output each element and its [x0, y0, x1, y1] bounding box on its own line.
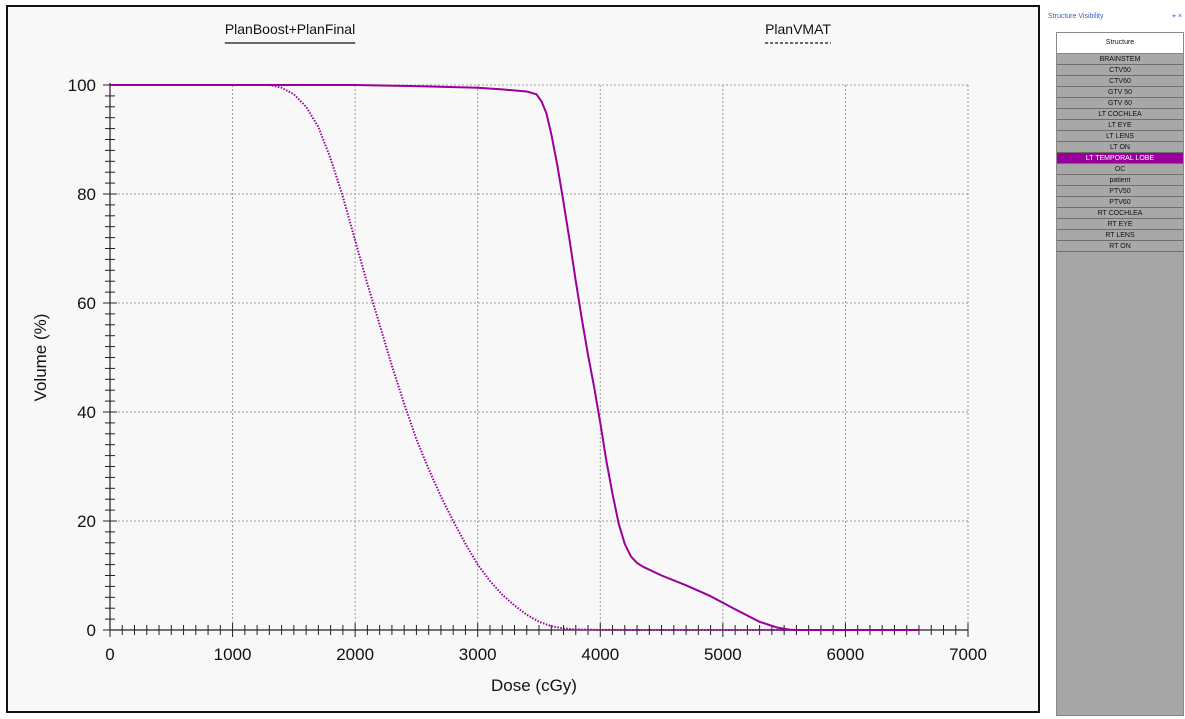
- panel-title: Structure Visibility: [1048, 13, 1104, 20]
- y-tick-label: 0: [87, 621, 96, 640]
- y-tick-label: 60: [77, 294, 96, 313]
- structure-row-ptv60[interactable]: PTV60: [1057, 197, 1183, 208]
- x-axis-label: Dose (cGy): [491, 676, 577, 695]
- x-tick-label: 3000: [459, 645, 497, 664]
- legend-label-2: PlanVMAT: [765, 21, 831, 37]
- x-tick-label: 0: [105, 645, 114, 664]
- structure-row-lt-cochlea[interactable]: LT COCHLEA: [1057, 109, 1183, 120]
- x-tick-label: 4000: [581, 645, 619, 664]
- structure-row-ctv60[interactable]: CTV60: [1057, 76, 1183, 87]
- structure-row-lt-on[interactable]: LT ON: [1057, 142, 1183, 153]
- structure-row-rt-on[interactable]: RT ON: [1057, 241, 1183, 252]
- structure-row-lt-temporal-lobe[interactable]: LT TEMPORAL LOBE: [1057, 153, 1183, 164]
- structure-rows: BRAINSTEM CTV50 CTV60 GTV 50 GTV 60 LT COCHLE…: [1057, 54, 1183, 252]
- plot-area: [110, 85, 968, 630]
- structure-column-header[interactable]: Structure: [1057, 33, 1183, 54]
- x-tick-label: 2000: [336, 645, 374, 664]
- structure-row-rt-lens[interactable]: RT LENS: [1057, 230, 1183, 241]
- x-tick-label: 6000: [827, 645, 865, 664]
- structure-row-patient[interactable]: patient: [1057, 175, 1183, 186]
- structure-list: Structure BRAINSTEM CTV50 CTV60 GTV 50 GTV 6…: [1056, 32, 1184, 716]
- y-tick-label: 100: [68, 76, 96, 95]
- structure-row-rt-eye[interactable]: RT EYE: [1057, 219, 1183, 230]
- y-tick-label: 20: [77, 512, 96, 531]
- structure-row-oc[interactable]: OC: [1057, 164, 1183, 175]
- y-tick-label: 40: [77, 403, 96, 422]
- x-tick-label: 5000: [704, 645, 742, 664]
- x-tick-label: 7000: [949, 645, 987, 664]
- structure-row-lt-lens[interactable]: LT LENS: [1057, 131, 1183, 142]
- structure-row-lt-eye[interactable]: LT EYE: [1057, 120, 1183, 131]
- dvh-chart-panel: 0 1000 2000 3000 4000 5000 6000 7000 0 20 40 60 80 10…: [6, 5, 1040, 713]
- structure-row-ctv50[interactable]: CTV50: [1057, 65, 1183, 76]
- structure-row-gtv-50[interactable]: GTV 50: [1057, 87, 1183, 98]
- panel-pin-close-controls[interactable]: ⌖ ×: [1172, 13, 1182, 20]
- dvh-chart: 0 1000 2000 3000 4000 5000 6000 7000 0 20 40 60 80 10…: [31, 21, 987, 695]
- y-axis-label: Volume (%): [31, 314, 50, 402]
- legend-label-1: PlanBoost+PlanFinal: [225, 21, 355, 37]
- structure-row-ptv50[interactable]: PTV50: [1057, 186, 1183, 197]
- x-tick-label: 1000: [214, 645, 252, 664]
- series-line-1: [110, 84, 919, 631]
- structure-row-rt-cochlea[interactable]: RT COCHLEA: [1057, 208, 1183, 219]
- structure-row-gtv-60[interactable]: GTV 60: [1057, 98, 1183, 109]
- y-tick-label: 80: [77, 185, 96, 204]
- structure-row-brainstem[interactable]: BRAINSTEM: [1057, 54, 1183, 65]
- series-line-2: [110, 84, 797, 631]
- structure-visibility-panel: Structure Visibility ⌖ × Structure BRAIN…: [1044, 0, 1185, 719]
